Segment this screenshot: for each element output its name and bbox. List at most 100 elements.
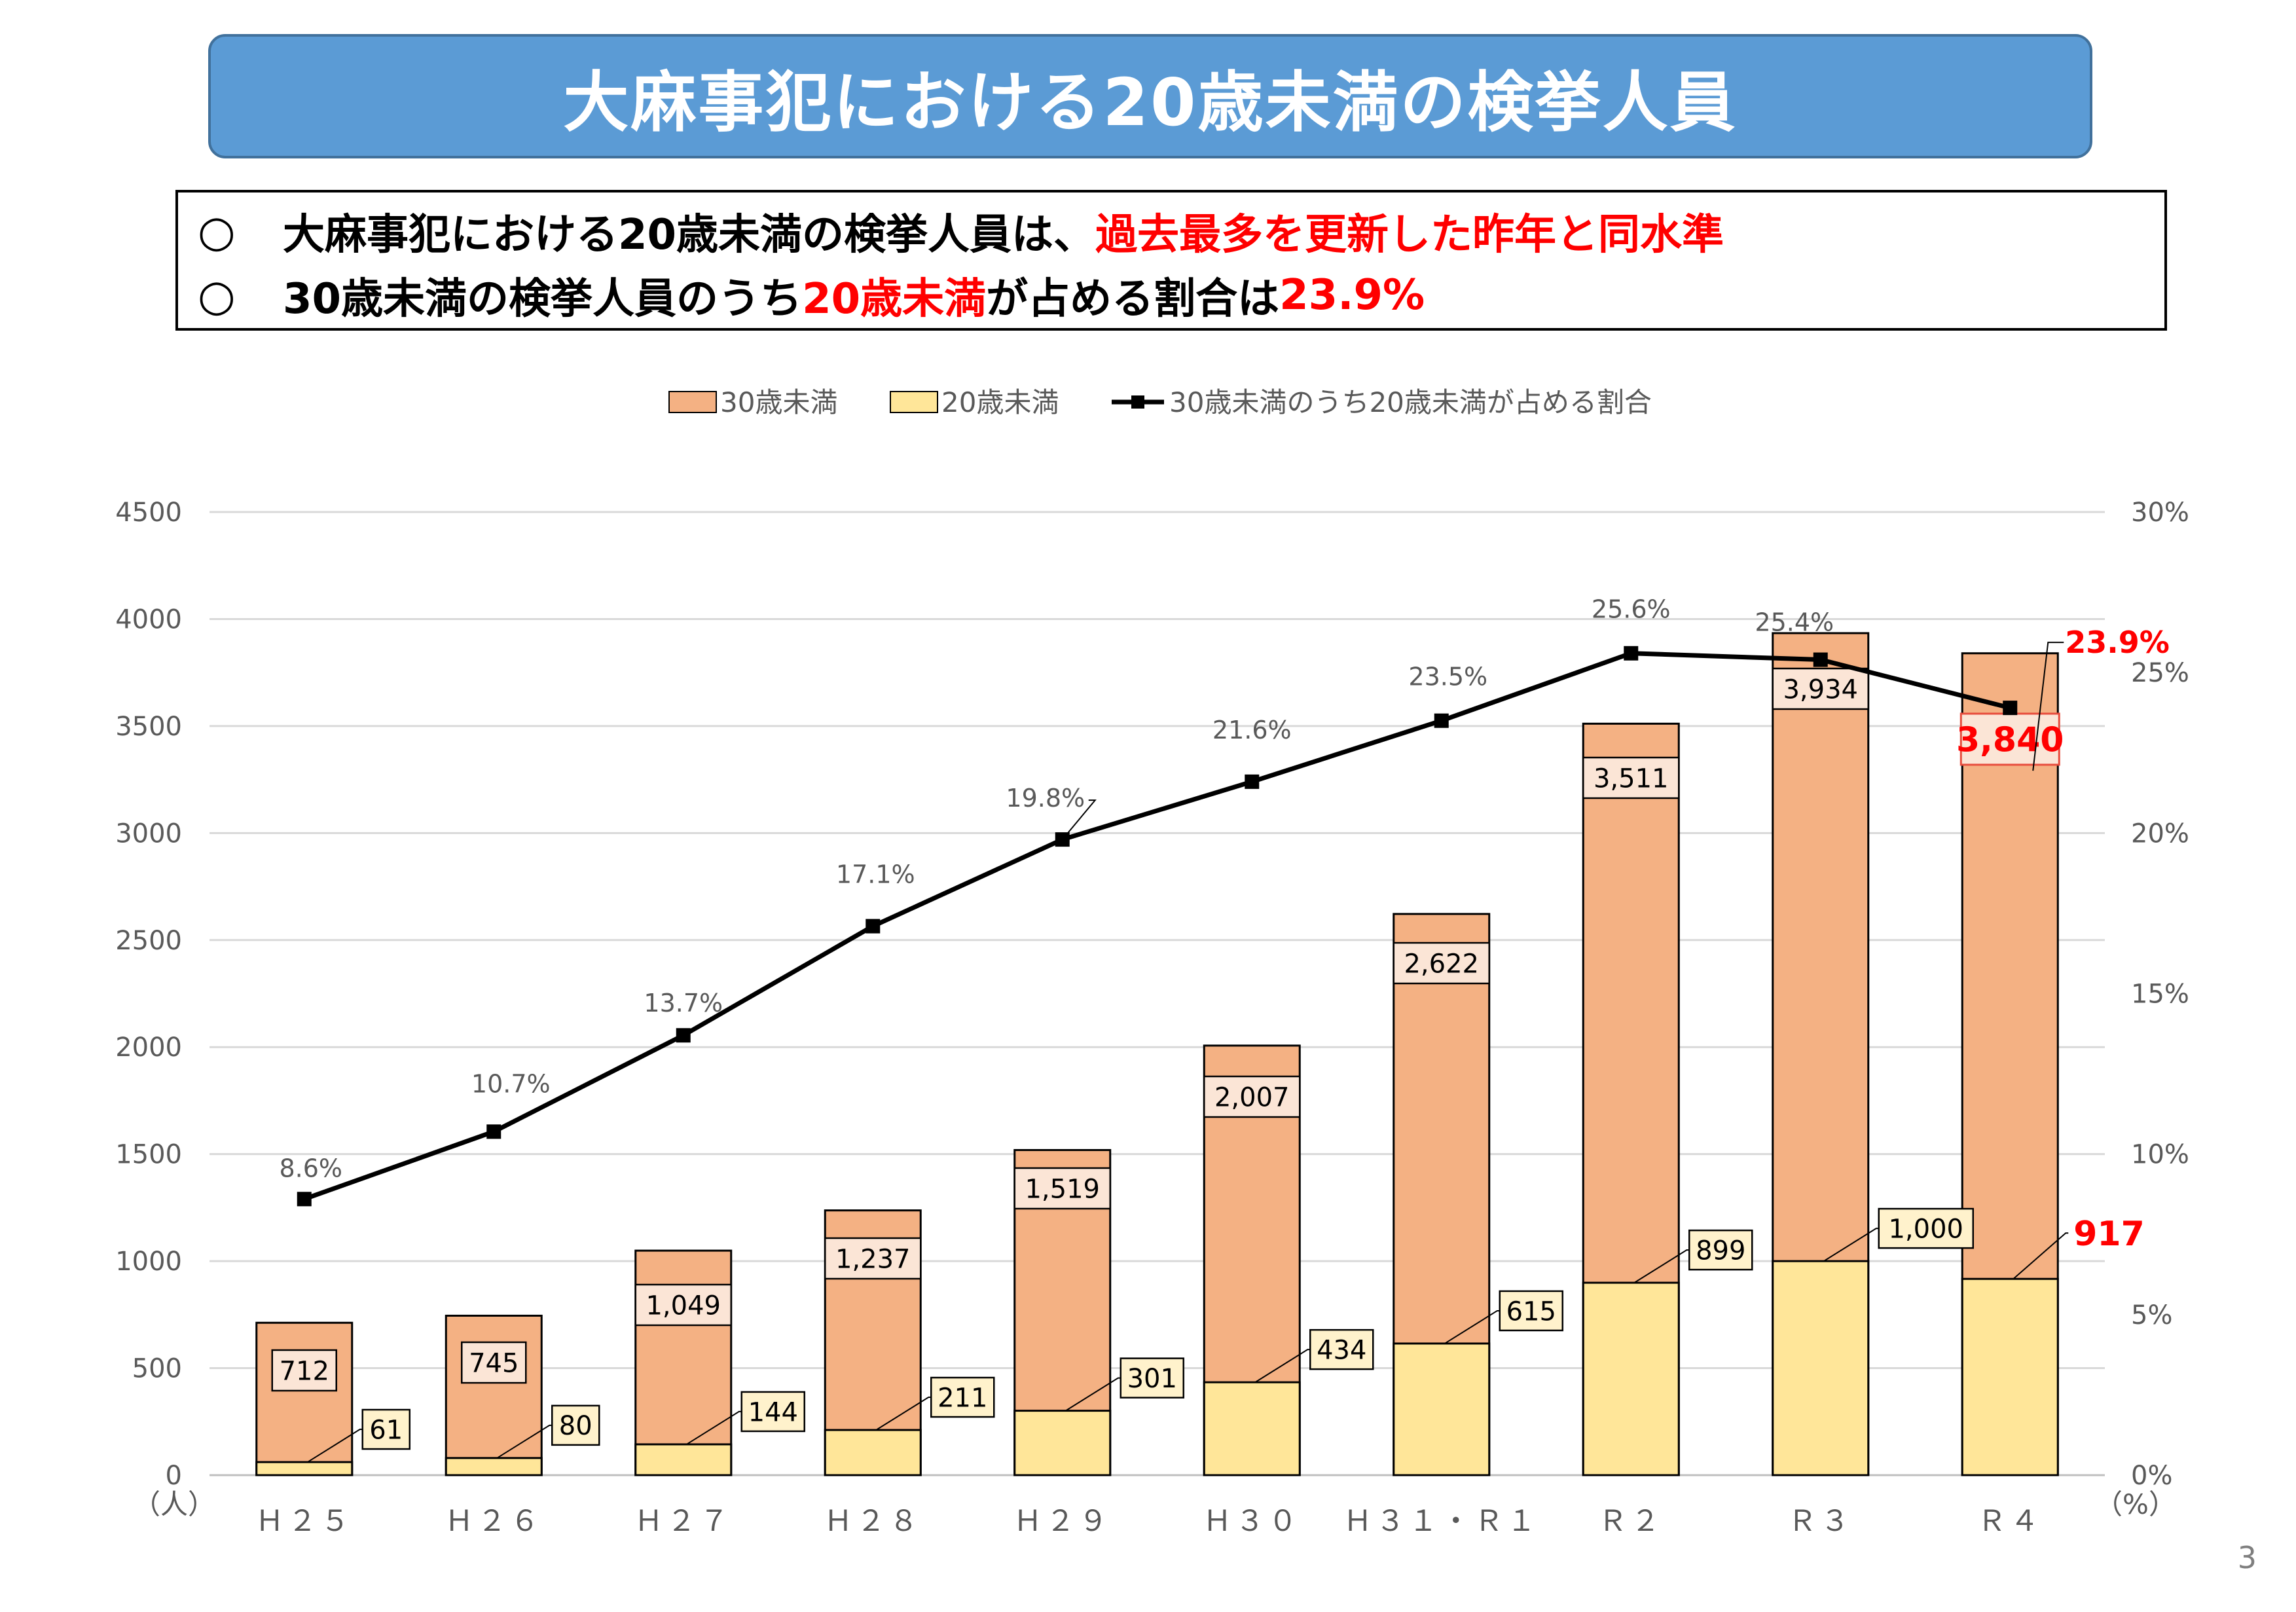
summary-line-2-text-a: 30歳未満の検挙人員のうち [283, 275, 803, 323]
bar-under30-label-box [461, 1341, 527, 1384]
legend-swatch-2 [890, 391, 938, 413]
bar-under20-label-box [1120, 1357, 1184, 1399]
left-axis-unit: （人） [133, 1488, 215, 1520]
bar-under30-label: 2,007 [1214, 1082, 1290, 1112]
rate-label-leader [1061, 799, 1097, 840]
bar-under20-label-box [740, 1391, 805, 1433]
rate-label: 10.7% [471, 1069, 551, 1098]
legend-marker-3 [1131, 395, 1144, 409]
bar-under30-label: 2,622 [1404, 949, 1479, 979]
bar-under20 [1961, 1277, 2059, 1476]
rate-label: 8.6% [279, 1154, 342, 1182]
bar-under20-label: 899 [1696, 1236, 1745, 1266]
category-label: Ｈ２６ [445, 1505, 543, 1538]
rate-label: 25.4% [1755, 608, 1834, 637]
summary-line-2-highlight-a: 20歳未満 [802, 275, 987, 323]
circle-bullet-icon: ○ [198, 206, 236, 257]
bar-under20-leader [1065, 1377, 1121, 1412]
rate-line [303, 651, 2011, 1201]
bar-under20-label: 144 [748, 1397, 798, 1427]
bar-under30-label-box [1582, 756, 1680, 799]
bar-under20 [445, 1457, 543, 1476]
summary-box: ○ 大麻事犯における20歳未満の検挙人員は、 過去最多を更新した昨年と同水準 ○ … [175, 190, 2167, 331]
summary-line-1-text: 大麻事犯における20歳未満の検挙人員は、 [283, 211, 1096, 259]
bar-under20 [1013, 1410, 1112, 1476]
rate-marker [676, 1028, 691, 1043]
category-label: Ｈ２５ [255, 1505, 354, 1538]
left-tick-label: 3000 [115, 818, 182, 849]
legend-label-1: 30歳未満 [720, 386, 837, 418]
left-tick-label: 1000 [115, 1247, 182, 1277]
bar-under20-label: 211 [938, 1383, 987, 1413]
bar-under30-label-box [271, 1349, 337, 1392]
page-number: 3 [2237, 1540, 2257, 1575]
bar-under20 [1772, 1260, 1870, 1476]
category-label: Ｈ２９ [1013, 1505, 1112, 1538]
bar-under20-leader [875, 1397, 932, 1431]
bar-under20-label-box [361, 1408, 410, 1450]
bar-under30-label: 3,511 [1594, 763, 1669, 794]
bar-under20 [1582, 1281, 1680, 1476]
left-tick-label: 1500 [115, 1140, 182, 1170]
right-tick-label: 5% [2131, 1300, 2172, 1330]
bar-under30-label-box [824, 1237, 922, 1280]
category-label: Ｈ３１・Ｒ１ [1343, 1505, 1540, 1538]
rate-label: 21.6% [1212, 716, 1292, 744]
bar-under20 [634, 1443, 733, 1476]
bar-under30-label: 1,049 [646, 1291, 721, 1321]
bar-under20-label: 917 [2073, 1215, 2145, 1254]
left-tick-label: 3500 [115, 712, 182, 742]
bar-under20 [255, 1461, 354, 1476]
summary-line-2-highlight-b: 23.9% [1279, 271, 1425, 320]
legend-label-2: 20歳未満 [941, 386, 1059, 418]
bar-under20-label-box [1309, 1328, 1374, 1370]
legend-label-3: 30歳未満のうち20歳未満が占める割合 [1169, 386, 1652, 418]
bar-under30 [255, 1321, 354, 1476]
bar-under20-label-box [1499, 1290, 1563, 1332]
bar-under20-label-box [551, 1404, 600, 1446]
rate-label: 25.6% [1592, 595, 1671, 624]
bar-under20-label: 1,000 [1888, 1215, 1963, 1245]
bar-under20-label: 301 [1127, 1364, 1177, 1394]
category-label: Ｈ２８ [824, 1505, 922, 1538]
right-tick-label: 30% [2131, 498, 2189, 528]
bar-under30-label-box [1393, 942, 1490, 985]
rate-marker [486, 1124, 501, 1139]
summary-line-1-highlight: 過去最多を更新した昨年と同水準 [1095, 211, 1724, 259]
rate-marker [1434, 713, 1449, 728]
right-tick-label: 0% [2131, 1461, 2172, 1491]
summary-line-1: ○ 大麻事犯における20歳未満の検挙人員は、 過去最多を更新した昨年と同水準 [198, 199, 2164, 263]
summary-line-2: ○ 30歳未満の検挙人員のうち 20歳未満 が占める割合は 23.9% [198, 263, 2164, 327]
bar-under20-leader [1633, 1249, 1690, 1283]
title-banner: 大麻事犯における20歳未満の検挙人員 [208, 34, 2092, 158]
bar-under30-label-box [1959, 712, 2060, 766]
bar-under30-label: 3,934 [1783, 674, 1858, 705]
bar-under20 [824, 1429, 922, 1476]
rate-marker [2003, 701, 2018, 716]
bar-under30-label: 3,840 [1956, 721, 2064, 760]
bar-under20 [1203, 1381, 1301, 1476]
left-tick-label: 2500 [115, 926, 182, 956]
rate-marker [866, 919, 881, 934]
bar-under20-leader [1444, 1310, 1500, 1344]
bar-under30-label-box [1013, 1167, 1111, 1210]
bar-under20-label-box [930, 1376, 995, 1418]
circle-bullet-icon: ○ [198, 270, 236, 321]
bar-under30-label-box [1203, 1075, 1301, 1118]
bar-under30-label-box [1772, 667, 1869, 710]
legend-swatch-1 [668, 391, 717, 413]
bar-under30-label: 1,519 [1025, 1174, 1100, 1204]
category-label: Ｈ２７ [634, 1505, 733, 1538]
left-tick-label: 0 [166, 1461, 182, 1491]
category-label: Ｈ３０ [1203, 1505, 1301, 1538]
right-tick-label: 10% [2131, 1140, 2189, 1170]
rate-label-leader [2032, 642, 2064, 771]
bar-under20-label: 61 [369, 1415, 403, 1445]
left-tick-label: 500 [132, 1354, 182, 1384]
rate-label: 13.7% [644, 989, 723, 1017]
bar-under20-leader [307, 1429, 363, 1463]
rate-marker [1624, 646, 1639, 661]
bar-under20-leader [2013, 1232, 2069, 1279]
page-title: 大麻事犯における20歳未満の検挙人員 [563, 64, 1738, 141]
